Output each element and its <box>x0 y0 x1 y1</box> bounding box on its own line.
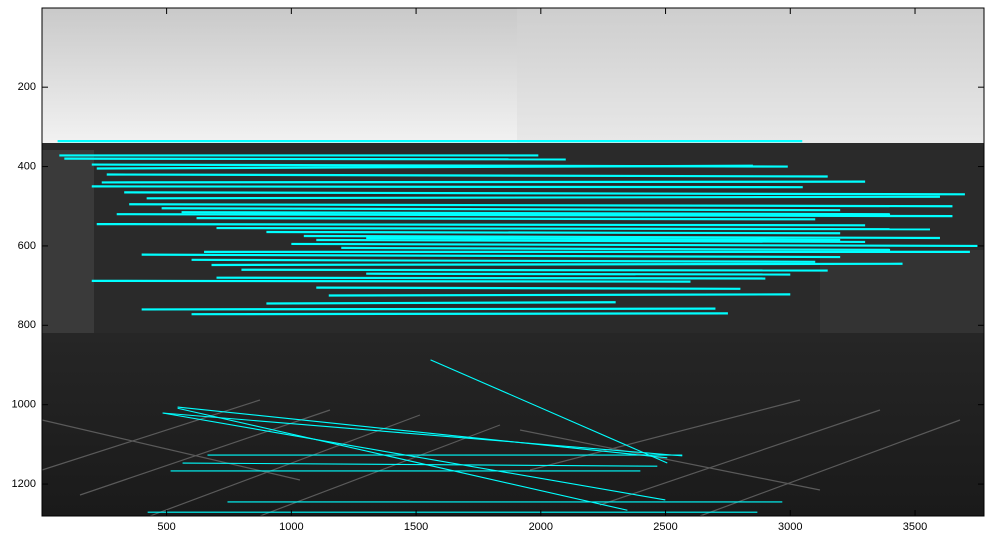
match-line <box>92 186 803 187</box>
match-line <box>266 232 840 233</box>
match-line <box>241 270 827 271</box>
y-tick-label: 600 <box>18 240 36 252</box>
match-line <box>217 228 930 229</box>
match-line <box>192 313 728 314</box>
match-line <box>366 274 790 275</box>
match-line <box>212 264 903 265</box>
figure: 500 1000 1500 2000 2500 3000 3500 200 400 600 800 1… <box>0 0 986 535</box>
match-line <box>316 288 740 289</box>
y-tick-label: 800 <box>18 319 36 331</box>
y-tick-label: 1200 <box>12 478 36 490</box>
match-line <box>329 294 791 295</box>
match-line <box>97 224 865 225</box>
x-tick-label: 2500 <box>653 521 677 533</box>
x-tick-label: 2000 <box>529 521 553 533</box>
x-tick-label: 1000 <box>279 521 303 533</box>
match-line <box>102 182 865 183</box>
photo <box>42 8 984 516</box>
match-line <box>92 281 691 282</box>
match-line <box>142 309 716 310</box>
y-tick-label: 200 <box>18 81 36 93</box>
x-tick-label: 3000 <box>778 521 802 533</box>
x-tick-label: 3500 <box>903 521 927 533</box>
y-tick-label: 400 <box>18 160 36 172</box>
x-tick-label: 500 <box>157 521 175 533</box>
match-line <box>64 159 565 160</box>
match-line <box>197 218 816 219</box>
y-tick-label: 1000 <box>12 399 36 411</box>
match-line <box>217 278 766 279</box>
x-tick-label: 1500 <box>404 521 428 533</box>
match-line <box>266 302 615 303</box>
